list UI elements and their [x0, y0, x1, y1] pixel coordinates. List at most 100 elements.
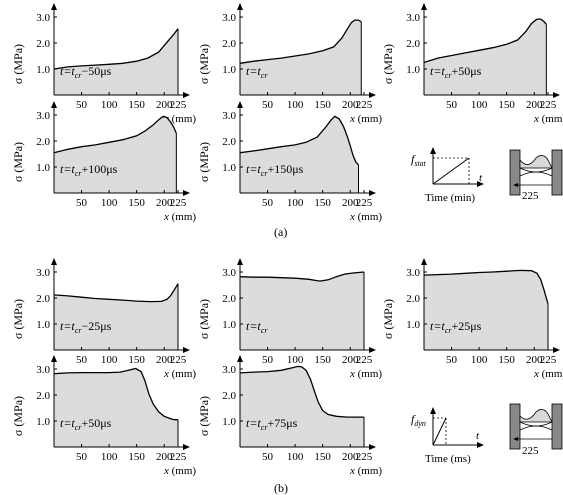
x-tick-label: 150 [314, 99, 331, 111]
x-tick-label: 150 [314, 354, 331, 366]
y-tick-label: 3.0 [36, 12, 50, 24]
x-axis-label: x (mm) [533, 368, 563, 380]
x-axis-label: x (mm) [163, 211, 196, 223]
x-tick-label: 200 [526, 99, 543, 111]
x-tick-label: 225 [356, 197, 373, 209]
x-tick-label: 200 [342, 99, 359, 111]
time-label: t=tcr+50μs [430, 64, 482, 80]
y-tick-label: 3.0 [222, 364, 236, 376]
load-ramp-line [432, 417, 447, 446]
y-tick-label: 1.0 [36, 416, 50, 428]
x-axis-label: x (mm) [163, 368, 196, 380]
x-axis-label: x (mm) [349, 465, 382, 477]
x-tick-label: 200 [342, 197, 359, 209]
time-label: t=tcr+25μs [430, 319, 482, 335]
y-tick-label: 2.0 [222, 136, 236, 148]
y-tick-label: 2.0 [36, 136, 50, 148]
x-tick-label: 200 [156, 354, 173, 366]
x-tick-label: 150 [314, 197, 331, 209]
y-axis-label: σ (MPa) [11, 396, 25, 436]
y-axis-label: σ (MPa) [381, 44, 395, 84]
caption-b: (b) [274, 481, 288, 495]
stress-area [54, 116, 177, 193]
y-tick-label: 2.0 [36, 38, 50, 50]
y-tick-label: 1.0 [222, 319, 236, 331]
y-tick-label: 2.0 [36, 390, 50, 402]
x-axis-label: x (mm) [349, 368, 382, 380]
time-label: t=tcr [246, 319, 268, 335]
y-tick-label: 3.0 [36, 364, 50, 376]
force-symbol-stat: fstat [411, 152, 427, 168]
y-tick-label: 1.0 [36, 319, 50, 331]
y-axis-label: σ (MPa) [11, 299, 25, 339]
x-tick-label: 225 [356, 451, 373, 463]
x-tick-label: 150 [128, 354, 145, 366]
load-time-diagram-b: fdyn t Time (ms) [411, 407, 484, 465]
y-tick-label: 2.0 [222, 390, 236, 402]
x-tick-label: 200 [342, 354, 359, 366]
x-axis-label: x (mm) [163, 465, 196, 477]
x-tick-label: 50 [262, 99, 274, 111]
y-tick-label: 1.0 [406, 319, 420, 331]
x-tick-label: 225 [170, 197, 187, 209]
stress-curve [239, 19, 362, 64]
x-tick-label: 100 [471, 99, 488, 111]
y-tick-label: 3.0 [36, 110, 50, 122]
x-tick-label: 200 [342, 451, 359, 463]
y-tick-label: 2.0 [406, 38, 420, 50]
x-tick-label: 225 [356, 354, 373, 366]
stress-curve [53, 367, 178, 421]
x-tick-label: 50 [262, 197, 274, 209]
stress-area [424, 270, 548, 350]
y-tick-label: 3.0 [36, 267, 50, 279]
stress-curve [53, 28, 179, 70]
y-tick-label: 1.0 [222, 162, 236, 174]
y-tick-label: 3.0 [222, 12, 236, 24]
stress-area [54, 28, 178, 96]
time-label: t=tcr−25μs [60, 319, 112, 335]
x-tick-label: 100 [101, 99, 118, 111]
y-axis-label: σ (MPa) [11, 142, 25, 182]
time-label: t=tcr+150μs [246, 162, 304, 178]
x-tick-label: 100 [287, 354, 304, 366]
x-tick-label: 150 [128, 99, 145, 111]
y-tick-label: 3.0 [222, 267, 236, 279]
inset-a: fstat t Time (min) 225 [411, 147, 563, 204]
stress-area [424, 19, 547, 96]
time-axis-label: Time (min) [425, 192, 475, 204]
x-tick-label: 100 [101, 451, 118, 463]
x-tick-label: 100 [471, 354, 488, 366]
stress-area [54, 368, 178, 447]
stress-curve [423, 18, 547, 64]
caption-a: (a) [274, 225, 287, 239]
stress-curve [239, 115, 359, 166]
y-tick-label: 3.0 [406, 12, 420, 24]
x-tick-label: 100 [287, 99, 304, 111]
y-tick-label: 2.0 [222, 293, 236, 305]
x-tick-label: 200 [156, 99, 173, 111]
x-tick-label: 225 [540, 99, 557, 111]
x-tick-label: 225 [170, 451, 187, 463]
time-label: t=tcr+100μs [60, 162, 118, 178]
x-axis-label: x (mm) [533, 113, 563, 125]
t-axis-label: t [479, 172, 483, 184]
x-tick-label: 150 [128, 451, 145, 463]
x-tick-label: 225 [356, 99, 373, 111]
load-time-diagram-a: fstat t Time (min) [411, 147, 484, 204]
stress-area [240, 20, 362, 96]
x-tick-label: 200 [526, 354, 543, 366]
x-tick-label: 200 [156, 451, 173, 463]
x-tick-label: 100 [101, 354, 118, 366]
y-tick-label: 1.0 [222, 64, 236, 76]
x-axis-label: x (mm) [349, 113, 382, 125]
y-tick-label: 2.0 [36, 293, 50, 305]
force-symbol-dyn: fdyn [411, 412, 426, 428]
y-axis-label: σ (MPa) [197, 299, 211, 339]
load-ramp-line [432, 157, 470, 185]
